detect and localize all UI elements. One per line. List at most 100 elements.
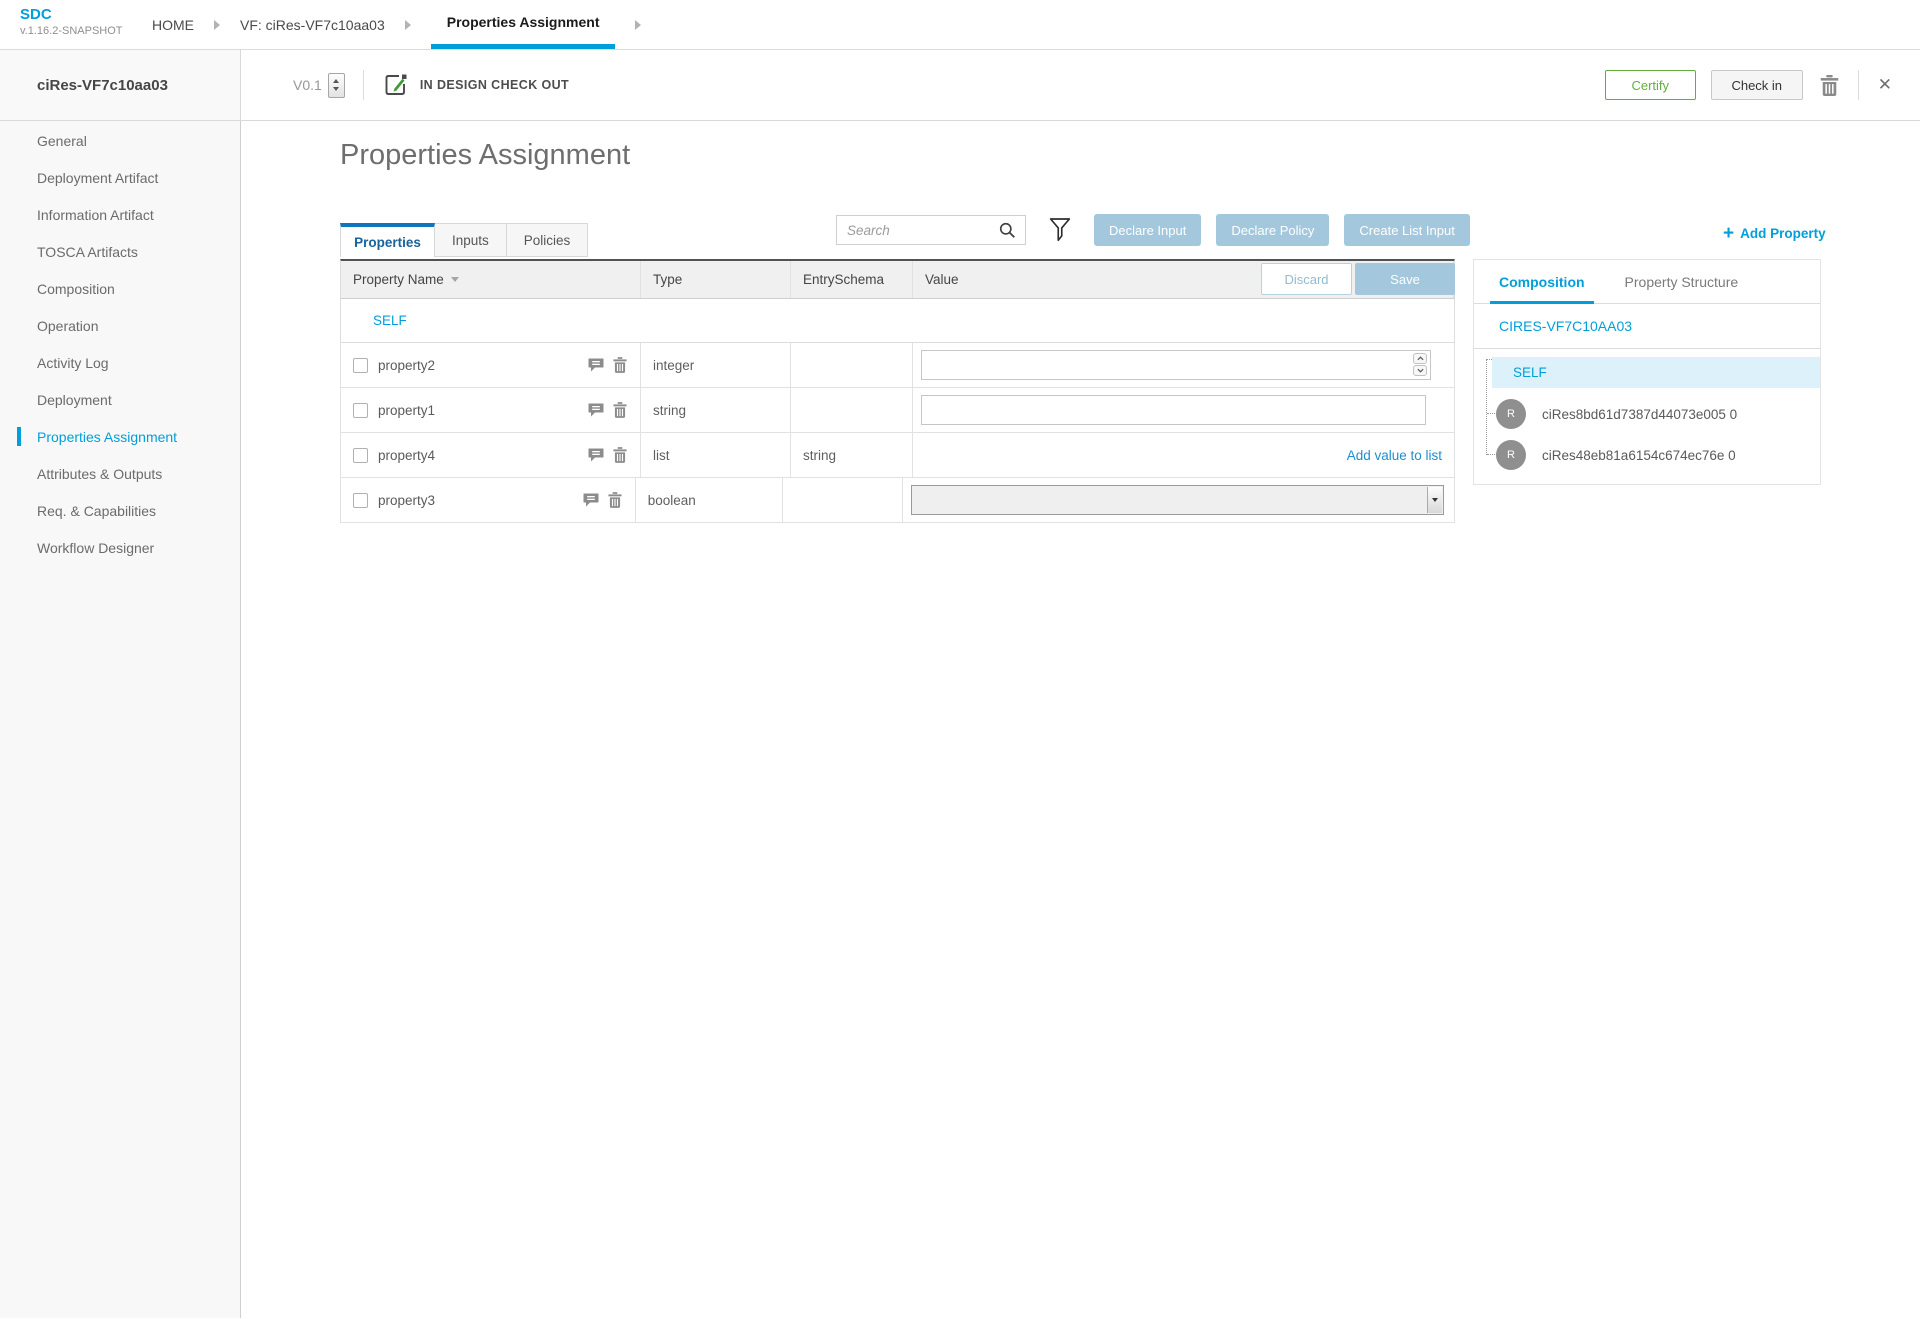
search-input[interactable] bbox=[837, 222, 999, 238]
sort-icon bbox=[450, 277, 459, 282]
divider bbox=[362, 70, 364, 100]
version-dropdown[interactable] bbox=[327, 72, 345, 98]
property-entry-schema: string bbox=[791, 433, 913, 477]
sidebar-item-attributes-outputs[interactable]: Attributes & Outputs bbox=[37, 465, 163, 482]
column-property-name[interactable]: Property Name bbox=[341, 261, 641, 298]
app-version: v.1.16.2-SNAPSHOT bbox=[20, 25, 123, 37]
column-entry-schema: EntrySchema bbox=[791, 261, 913, 298]
close-button[interactable]: ✕ bbox=[1876, 73, 1894, 97]
sidebar-item-deployment-artifact[interactable]: Deployment Artifact bbox=[37, 169, 159, 186]
resource-label: ciRes48eb81a6154c674ec76e 0 bbox=[1542, 447, 1736, 463]
resource-label: ciRes8bd61d7387d44073e005 0 bbox=[1542, 406, 1738, 422]
composition-tree: SELF R ciRes8bd61d7387d44073e005 0 R ciR… bbox=[1474, 349, 1820, 470]
property-entry-schema bbox=[791, 388, 913, 432]
resource-avatar: R bbox=[1496, 440, 1526, 470]
property-entry-schema bbox=[791, 343, 913, 387]
tree-item-resource[interactable]: R ciRes8bd61d7387d44073e005 0 bbox=[1496, 399, 1820, 429]
breadcrumb-properties-assignment[interactable]: Properties Assignment bbox=[430, 0, 616, 49]
sidebar-item-tosca-artifacts[interactable]: TOSCA Artifacts bbox=[37, 243, 138, 260]
annotation-button[interactable] bbox=[588, 448, 604, 462]
sidebar-item-req-capabilities[interactable]: Req. & Capabilities bbox=[37, 502, 157, 519]
property-type: string bbox=[641, 388, 791, 432]
main-content: Properties Assignment Properties Inputs … bbox=[241, 121, 1920, 1318]
annotation-button[interactable] bbox=[588, 358, 604, 372]
row-checkbox[interactable] bbox=[353, 447, 368, 463]
composition-root[interactable]: CIRES-VF7C10AA03 bbox=[1474, 304, 1820, 349]
sidebar-item-composition[interactable]: Composition bbox=[37, 280, 115, 297]
properties-table: Property Name Type EntrySchema Value Dis… bbox=[340, 259, 1455, 523]
breadcrumb-vf[interactable]: VF: ciRes-VF7c10aa03 bbox=[240, 16, 385, 33]
close-icon: ✕ bbox=[1877, 75, 1892, 94]
toolbar-actions: Certify Check in ✕ bbox=[1604, 70, 1920, 100]
breadcrumb-arrow-icon bbox=[635, 0, 642, 49]
value-text-input[interactable] bbox=[921, 395, 1426, 425]
dropdown-button[interactable] bbox=[1427, 487, 1442, 513]
search-icon bbox=[999, 222, 1016, 239]
trash-icon bbox=[1820, 74, 1838, 96]
create-list-input-button[interactable]: Create List Input bbox=[1344, 214, 1470, 246]
tree-connector bbox=[1487, 454, 1495, 455]
delete-button[interactable] bbox=[1818, 73, 1841, 98]
breadcrumb-home[interactable]: HOME bbox=[152, 16, 194, 33]
row-checkbox[interactable] bbox=[353, 357, 368, 373]
save-button[interactable]: Save bbox=[1355, 263, 1455, 295]
comment-icon bbox=[588, 358, 604, 372]
tab-properties[interactable]: Properties bbox=[340, 223, 435, 257]
value-boolean-select[interactable] bbox=[911, 485, 1444, 515]
annotation-button[interactable] bbox=[588, 403, 604, 417]
trash-icon bbox=[608, 492, 622, 508]
sidebar: General Deployment Artifact Information … bbox=[0, 121, 241, 1318]
app-logo: SDC v.1.16.2-SNAPSHOT bbox=[0, 0, 152, 49]
tree-item-self[interactable]: SELF bbox=[1492, 357, 1820, 388]
comment-icon bbox=[588, 448, 604, 462]
delete-property-button[interactable] bbox=[613, 357, 627, 373]
delete-property-button[interactable] bbox=[613, 402, 627, 418]
sidebar-item-information-artifact[interactable]: Information Artifact bbox=[37, 206, 154, 223]
annotation-button[interactable] bbox=[583, 493, 599, 507]
table-row: property4 bbox=[340, 433, 1455, 478]
property-entry-schema bbox=[783, 478, 903, 522]
divider bbox=[1857, 70, 1859, 100]
group-row-self[interactable]: SELF bbox=[340, 299, 1455, 343]
declare-input-button[interactable]: Declare Input bbox=[1094, 214, 1202, 246]
row-checkbox[interactable] bbox=[353, 402, 368, 418]
delete-property-button[interactable] bbox=[613, 447, 627, 463]
add-property-button[interactable]: + Add Property bbox=[1723, 224, 1826, 243]
delete-property-button[interactable] bbox=[608, 492, 622, 508]
filter-icon bbox=[1049, 218, 1071, 242]
tab-property-structure[interactable]: Property Structure bbox=[1624, 273, 1739, 290]
increment-button[interactable] bbox=[1413, 353, 1427, 364]
version-selector: V0.1 bbox=[293, 72, 345, 98]
sidebar-item-workflow-designer[interactable]: Workflow Designer bbox=[37, 539, 155, 556]
comment-icon bbox=[588, 403, 604, 417]
decrement-button[interactable] bbox=[1413, 365, 1427, 376]
tree-item-resource[interactable]: R ciRes48eb81a6154c674ec76e 0 bbox=[1496, 440, 1820, 470]
add-value-to-list-link[interactable]: Add value to list bbox=[1346, 447, 1442, 463]
checkin-button[interactable]: Check in bbox=[1710, 70, 1803, 100]
tree-connector bbox=[1486, 359, 1487, 455]
tab-inputs[interactable]: Inputs bbox=[435, 223, 507, 257]
in-design-icon bbox=[385, 74, 407, 95]
breadcrumb-arrow-icon bbox=[214, 0, 220, 49]
add-property-label: Add Property bbox=[1740, 226, 1826, 241]
value-number-input[interactable] bbox=[921, 350, 1431, 380]
tab-policies[interactable]: Policies bbox=[506, 223, 589, 257]
resource-avatar: R bbox=[1496, 399, 1526, 429]
sidebar-item-properties-assignment[interactable]: Properties Assignment bbox=[0, 418, 240, 455]
spinner-down-icon bbox=[333, 87, 340, 91]
filter-button[interactable] bbox=[1049, 217, 1071, 246]
sidebar-item-general[interactable]: General bbox=[37, 132, 87, 149]
entity-toolbar: ciRes-VF7c10aa03 V0.1 IN DESIGN CHECK OU… bbox=[0, 50, 1920, 121]
row-checkbox[interactable] bbox=[353, 492, 368, 508]
discard-button[interactable]: Discard bbox=[1261, 263, 1352, 295]
property-tabs: Properties Inputs Policies bbox=[340, 223, 589, 257]
declare-policy-button[interactable]: Declare Policy bbox=[1216, 214, 1330, 246]
entity-name: ciRes-VF7c10aa03 bbox=[0, 50, 241, 120]
certify-button[interactable]: Certify bbox=[1604, 70, 1696, 100]
trash-icon bbox=[613, 357, 627, 373]
sidebar-item-activity-log[interactable]: Activity Log bbox=[37, 354, 109, 371]
sidebar-item-deployment[interactable]: Deployment bbox=[37, 391, 112, 408]
sidebar-item-operation[interactable]: Operation bbox=[37, 317, 99, 334]
tab-composition[interactable]: Composition bbox=[1490, 260, 1594, 304]
property-name: property2 bbox=[378, 357, 436, 373]
